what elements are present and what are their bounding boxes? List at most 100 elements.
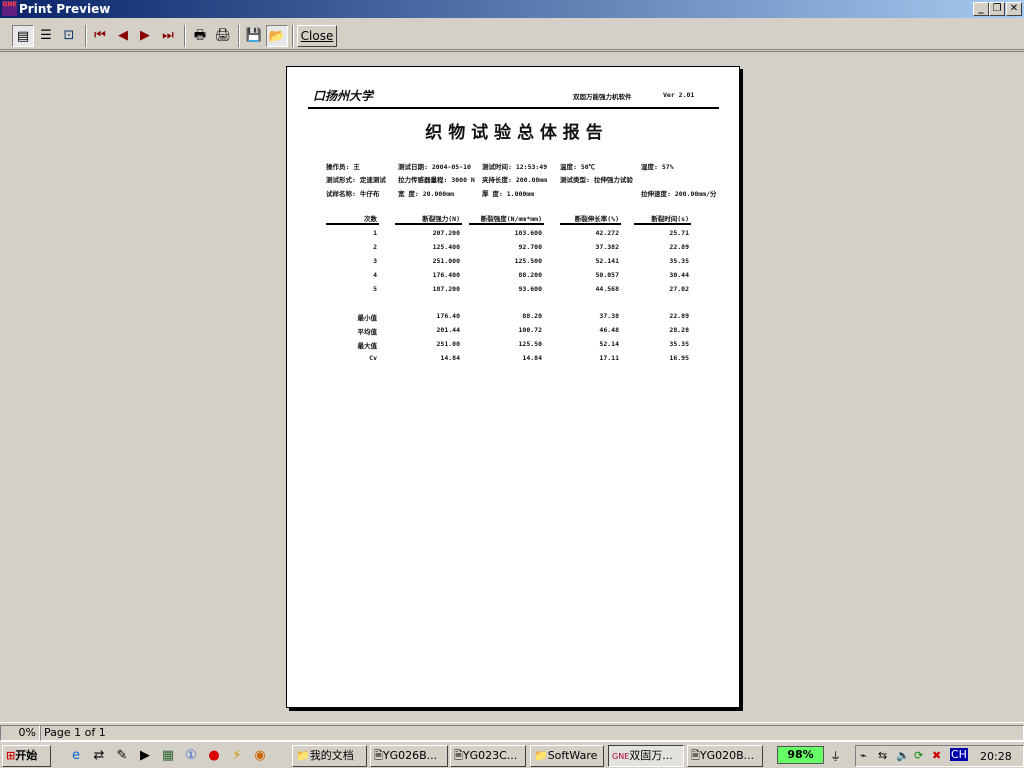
previous-page-icon[interactable]: ◀ — [118, 28, 128, 43]
toolbar: ▤ ☰ ⊡ ⏮ ◀ ▶ ⏭ 🖶 🖨 💾 📂 — [0, 20, 1024, 50]
info-field: 操作员: 王 — [326, 163, 360, 171]
start-label: 开始 — [15, 749, 38, 762]
table-cell: 103.600 — [514, 229, 542, 237]
table-cell: 37.382 — [595, 243, 619, 251]
separator — [292, 25, 294, 47]
table-cell: 125.50 — [518, 340, 542, 348]
table-cell: 14.84 — [440, 354, 460, 362]
table-cell: 17.11 — [599, 354, 619, 362]
restore-button[interactable]: ❐ — [989, 2, 1005, 16]
table-cell: 22.89 — [669, 312, 689, 320]
fit-width-icon[interactable]: ⊡ — [63, 28, 75, 43]
table-cell: 最小值 — [357, 314, 378, 322]
media-icon[interactable]: ▶ — [140, 748, 150, 763]
print-icon[interactable]: 🖨 — [214, 28, 232, 43]
network-tray-icon[interactable]: ⇆ — [878, 749, 888, 762]
task-software[interactable]: 📁SoftWare — [530, 745, 604, 767]
info-icon[interactable]: ① — [185, 748, 197, 763]
app-icon-green[interactable]: ▦ — [161, 748, 175, 763]
table-cell: 50.057 — [595, 271, 619, 279]
task-label: YG023C... — [462, 749, 518, 762]
header-underline — [395, 223, 462, 225]
start-button[interactable]: ⊞开始 — [2, 745, 51, 767]
table-cell: 100.72 — [518, 326, 542, 334]
table-cell: 5 — [373, 285, 377, 293]
save-icon[interactable]: 💾 — [245, 28, 263, 43]
task-my-documents[interactable]: 📁我的文档 — [292, 745, 367, 767]
language-indicator[interactable]: CH — [950, 748, 968, 761]
table-cell: 30.44 — [669, 271, 689, 279]
table-cell: 1 — [373, 229, 377, 237]
network-disconnected-icon[interactable]: ✖ — [932, 749, 942, 762]
battery-meter[interactable]: 98% — [777, 746, 824, 764]
version: Ver 2.01 — [663, 91, 695, 99]
table-cell: 176.40 — [436, 312, 460, 320]
task-label: 双固万... — [629, 749, 673, 762]
task-yg023c[interactable]: 🗎YG023C... — [450, 745, 526, 767]
close-window-button[interactable]: ✕ — [1006, 2, 1022, 16]
table-cell: 次数 — [364, 215, 377, 223]
table-cell: 平均值 — [357, 328, 378, 336]
update-icon[interactable]: ⟳ — [914, 749, 924, 762]
table-cell: 251.000 — [432, 257, 460, 265]
title-bar: GNE Print Preview _ ❐ ✕ — [0, 0, 1024, 18]
info-field: 拉力传感器量程: 3000 N — [398, 176, 475, 184]
progress-text: 0% — [0, 725, 40, 741]
table-cell: 125.400 — [432, 243, 460, 251]
next-page-icon[interactable]: ▶ — [140, 28, 150, 43]
one-page-icon[interactable]: ▤ — [12, 25, 34, 47]
task-yg026b[interactable]: 🗎YG026B... — [370, 745, 448, 767]
status-bar: 0% Page 1 of 1 — [0, 722, 1024, 741]
ie-icon[interactable]: e — [72, 748, 80, 763]
info-field: 厚 度: 1.000mm — [482, 190, 535, 198]
table-cell: 16.95 — [669, 354, 689, 362]
table-cell: 35.35 — [669, 340, 689, 348]
volume-icon[interactable]: 🔈 — [896, 749, 910, 762]
task-yg020b[interactable]: 🗎YG020B... — [687, 745, 763, 767]
table-cell: 2 — [373, 243, 377, 251]
table-cell: 最大值 — [357, 342, 378, 350]
report-page: 口扬州大学 双固万能强力机软件 Ver 2.01 织 物 试 验 总 体 报 告… — [286, 66, 740, 708]
separator — [238, 25, 240, 47]
table-cell: 14.84 — [522, 354, 542, 362]
table-cell: Cv — [369, 354, 377, 362]
app-icon: GNE — [2, 1, 17, 16]
print-setup-icon[interactable]: 🖶 — [193, 28, 207, 43]
software-name: 双固万能强力机软件 — [573, 93, 632, 101]
table-cell: 93.600 — [518, 285, 542, 293]
last-page-icon[interactable]: ⏭ — [162, 28, 174, 43]
info-field: 测试形式: 定速测试 — [326, 176, 386, 184]
minimize-button[interactable]: _ — [973, 2, 989, 16]
window-title: Print Preview — [19, 2, 111, 16]
table-cell: 断裂强度(N/mm*mm) — [480, 215, 542, 223]
task-label: YG026B... — [382, 749, 438, 762]
tool-icon[interactable]: ⚡ — [232, 748, 242, 763]
power-plug-icon: ⏚ — [830, 750, 841, 763]
red-app-icon[interactable]: ● — [208, 748, 220, 763]
university-logo: 口扬州大学 — [313, 89, 374, 103]
network-icon[interactable]: ⇄ — [93, 748, 105, 763]
info-field: 温度: 50℃ — [560, 163, 596, 171]
multi-page-icon[interactable]: ☰ — [40, 28, 52, 43]
system-tray: ⌁ ⇆ 🔈 ⟳ ✖ CH 20:28 — [855, 745, 1024, 767]
header-underline — [469, 223, 544, 225]
table-cell: 3 — [373, 257, 377, 265]
table-cell: 46.48 — [599, 326, 619, 334]
open-folder-icon[interactable]: 📂 — [266, 25, 288, 47]
player-icon[interactable]: ◉ — [254, 748, 266, 763]
notepad-icon[interactable]: ✎ — [116, 748, 128, 763]
table-cell: 92.700 — [518, 243, 542, 251]
info-field: 测试类型: 拉伸强力试验 — [560, 176, 633, 184]
first-page-icon[interactable]: ⏮ — [94, 28, 106, 43]
clock[interactable]: 20:28 — [980, 750, 1012, 763]
task-gne-app[interactable]: GNE双固万... — [608, 745, 684, 767]
header-underline — [634, 223, 691, 225]
task-label: YG020B... — [699, 749, 755, 762]
taskbar: ⊞开始 e ⇄ ✎ ▶ ▦ ① ● ⚡ ◉ 📁我的文档 🗎YG026B... 🗎… — [0, 741, 1024, 768]
table-cell: 176.400 — [432, 271, 460, 279]
table-cell: 125.500 — [514, 257, 542, 265]
table-cell: 断裂伸长率(%) — [574, 215, 619, 223]
close-button[interactable]: Close — [297, 25, 337, 47]
usb-icon[interactable]: ⌁ — [860, 749, 867, 762]
separator — [85, 25, 87, 47]
